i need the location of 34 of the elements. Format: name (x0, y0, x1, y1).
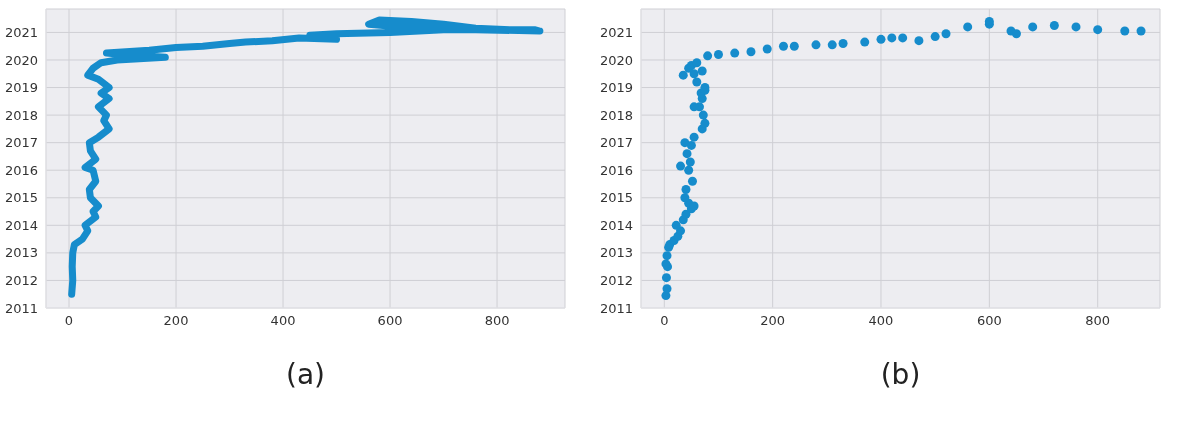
x-tick-label: 200 (163, 313, 189, 329)
y-tick-label: 2019 (4, 80, 38, 96)
x-tick-label: 600 (976, 313, 1002, 329)
y-tick-label: 2014 (4, 217, 38, 233)
y-tick-label: 2012 (4, 273, 38, 289)
y-tick-label: 2015 (599, 190, 633, 206)
x-tick-label: 200 (760, 313, 786, 329)
y-tick-label: 2019 (599, 80, 633, 96)
y-tick-label: 2016 (4, 162, 38, 178)
y-tick-label: 2014 (599, 217, 633, 233)
y-tick-label: 2020 (4, 52, 38, 68)
y-tick-label: 2017 (599, 135, 633, 151)
x-tick-label: 600 (377, 313, 403, 329)
y-tick-label: 2018 (599, 107, 633, 123)
x-tick-label: 0 (64, 313, 74, 329)
x-tick-label: 800 (1085, 313, 1111, 329)
y-tick-label: 2013 (599, 245, 633, 261)
x-tick-label: 400 (270, 313, 296, 329)
text: (b) (879, 358, 922, 391)
y-tick-label: 2013 (4, 245, 38, 261)
text: (a) (285, 358, 326, 391)
y-tick-label: 2011 (4, 300, 38, 316)
y-tick-label: 2011 (599, 300, 633, 316)
y-tick-label: 2020 (599, 52, 633, 68)
y-tick-label: 2012 (599, 273, 633, 289)
y-tick-label: 2015 (4, 190, 38, 206)
x-tick-label: 800 (484, 313, 510, 329)
y-tick-label: 2016 (599, 162, 633, 178)
y-tick-label: 2021 (4, 25, 38, 41)
x-tick-label: 400 (868, 313, 894, 329)
y-tick-label: 2017 (4, 135, 38, 151)
y-tick-label: 2018 (4, 107, 38, 123)
y-tick-label: 2021 (599, 25, 633, 41)
x-tick-label: 0 (660, 313, 669, 329)
